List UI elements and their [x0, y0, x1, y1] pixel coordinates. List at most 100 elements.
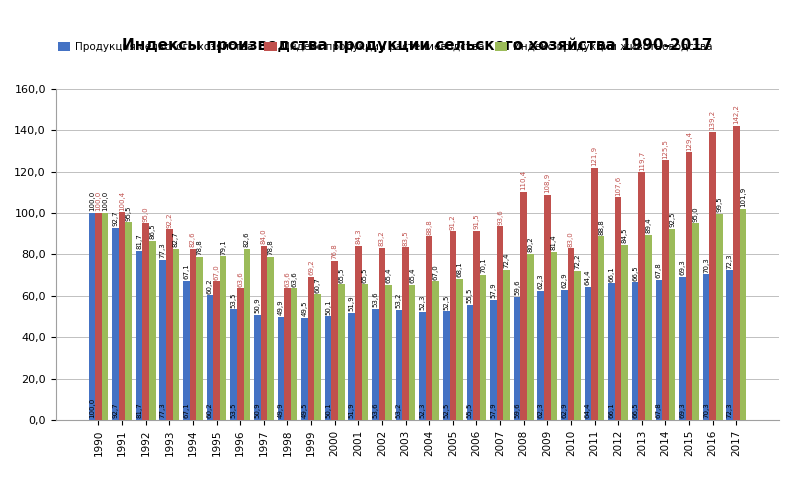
Text: 67,1: 67,1 — [184, 264, 189, 280]
Text: 57,9: 57,9 — [491, 402, 496, 418]
Bar — [479, 275, 487, 420]
Text: 49,5: 49,5 — [301, 300, 308, 316]
Bar — [402, 247, 409, 420]
Text: 53,2: 53,2 — [396, 292, 402, 308]
Bar — [254, 315, 261, 420]
Text: 83,5: 83,5 — [402, 230, 409, 246]
Title: Индексы производства продукции сельского хозяйства 1990-2017: Индексы производства продукции сельского… — [122, 38, 712, 53]
Bar — [355, 246, 362, 420]
Bar — [426, 236, 432, 420]
Text: 76,8: 76,8 — [332, 244, 338, 259]
Bar — [173, 249, 179, 420]
Bar — [551, 251, 557, 420]
Bar — [378, 248, 386, 420]
Bar — [261, 246, 267, 420]
Bar — [574, 271, 581, 420]
Bar — [207, 295, 213, 420]
Text: 66,5: 66,5 — [632, 402, 638, 418]
Text: 139,2: 139,2 — [710, 110, 716, 130]
Text: 81,4: 81,4 — [551, 234, 557, 250]
Text: 53,5: 53,5 — [231, 292, 237, 308]
Text: 82,6: 82,6 — [244, 232, 250, 247]
Bar — [733, 126, 739, 420]
Bar — [656, 280, 662, 420]
Text: 95,0: 95,0 — [143, 206, 149, 222]
Text: 62,3: 62,3 — [537, 274, 544, 289]
Text: 63,6: 63,6 — [237, 271, 243, 287]
Bar — [372, 309, 378, 420]
Bar — [267, 257, 273, 420]
Bar — [102, 213, 108, 420]
Text: 80,2: 80,2 — [527, 237, 533, 252]
Text: 67,0: 67,0 — [214, 264, 219, 280]
Bar — [348, 313, 355, 420]
Text: 92,7: 92,7 — [112, 402, 118, 418]
Text: 72,2: 72,2 — [575, 253, 580, 269]
Text: 50,1: 50,1 — [325, 402, 331, 418]
Bar — [183, 281, 190, 420]
Bar — [220, 256, 227, 420]
Text: 66,1: 66,1 — [608, 402, 615, 418]
Text: 92,7: 92,7 — [112, 211, 118, 226]
Text: 88,8: 88,8 — [426, 219, 432, 235]
Bar — [622, 245, 628, 420]
Bar — [669, 229, 675, 420]
Text: 53,6: 53,6 — [372, 292, 378, 307]
Text: 100,0: 100,0 — [89, 398, 95, 418]
Text: 67,8: 67,8 — [656, 262, 661, 278]
Bar — [308, 277, 314, 420]
Bar — [88, 213, 95, 420]
Text: 99,5: 99,5 — [716, 197, 723, 212]
Bar — [314, 294, 321, 420]
Bar — [332, 261, 338, 420]
Bar — [615, 197, 622, 420]
Bar — [544, 195, 551, 420]
Text: 52,3: 52,3 — [420, 402, 425, 418]
Text: 82,7: 82,7 — [173, 232, 179, 247]
Text: 79,1: 79,1 — [220, 239, 227, 254]
Text: 72,3: 72,3 — [727, 402, 733, 418]
Bar — [301, 318, 308, 420]
Text: 100,4: 100,4 — [119, 190, 125, 210]
Text: 62,9: 62,9 — [561, 402, 568, 418]
Text: 95,0: 95,0 — [692, 206, 699, 222]
Bar — [419, 312, 426, 420]
Text: 100,0: 100,0 — [89, 191, 95, 211]
Bar — [277, 317, 284, 420]
Text: 52,5: 52,5 — [443, 403, 449, 418]
Bar — [386, 285, 392, 420]
Text: 72,4: 72,4 — [504, 253, 510, 268]
Bar — [237, 288, 243, 420]
Text: 78,8: 78,8 — [196, 240, 203, 255]
Bar — [716, 214, 723, 420]
Bar — [456, 279, 463, 420]
Text: 119,7: 119,7 — [639, 150, 645, 170]
Bar — [638, 172, 645, 420]
Text: 86,5: 86,5 — [149, 224, 155, 239]
Bar — [213, 281, 220, 420]
Bar — [632, 283, 638, 420]
Bar — [503, 270, 510, 420]
Bar — [491, 300, 497, 420]
Bar — [645, 235, 652, 420]
Text: 68,1: 68,1 — [456, 262, 463, 277]
Text: 63,6: 63,6 — [285, 271, 290, 287]
Text: 93,6: 93,6 — [497, 209, 503, 225]
Bar — [568, 248, 574, 420]
Bar — [196, 257, 203, 420]
Text: 72,3: 72,3 — [727, 253, 733, 269]
Text: 107,6: 107,6 — [615, 175, 621, 196]
Text: 92,2: 92,2 — [166, 212, 173, 228]
Text: 65,4: 65,4 — [386, 267, 392, 283]
Text: 77,3: 77,3 — [160, 402, 165, 418]
Text: 53,5: 53,5 — [231, 402, 237, 418]
Text: 129,4: 129,4 — [686, 130, 692, 151]
Bar — [190, 249, 196, 420]
Bar — [160, 260, 166, 420]
Text: 64,4: 64,4 — [585, 402, 591, 418]
Bar — [608, 283, 615, 420]
Text: 69,3: 69,3 — [680, 259, 685, 275]
Bar — [598, 236, 604, 420]
Text: 60,2: 60,2 — [207, 402, 213, 418]
Bar — [521, 192, 527, 420]
